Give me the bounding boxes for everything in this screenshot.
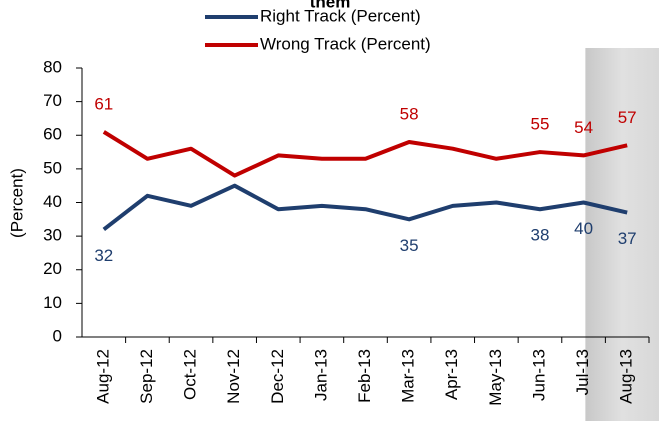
data-label: 40 — [574, 219, 593, 238]
data-label: 55 — [531, 115, 550, 134]
series-line — [102, 183, 628, 231]
highlight-band — [585, 48, 659, 421]
chart-title: them — [310, 0, 351, 11]
data-label: 58 — [400, 104, 419, 123]
x-tick-label: Jan-13 — [311, 349, 330, 401]
data-label: 57 — [618, 108, 637, 127]
x-tick-label: May-13 — [486, 349, 505, 406]
x-tick-label: Aug-13 — [617, 349, 636, 404]
data-label: 32 — [94, 246, 113, 265]
x-tick-label: Dec-12 — [268, 349, 287, 404]
data-label: 37 — [618, 229, 637, 248]
y-tick-label: 70 — [43, 91, 62, 110]
x-tick-label: Sep-12 — [137, 349, 156, 404]
x-tick-label: Jul-13 — [573, 349, 592, 395]
legend-label: Wrong Track (Percent) — [260, 34, 431, 53]
series-line — [102, 130, 628, 178]
x-tick-label: Jun-13 — [529, 349, 548, 401]
data-label: 61 — [94, 94, 113, 113]
x-tick-label: Mar-13 — [399, 349, 418, 403]
data-label: 35 — [400, 236, 419, 255]
y-tick-label: 80 — [43, 57, 62, 76]
x-tick-label: Aug-12 — [93, 349, 112, 404]
x-tick-label: Feb-13 — [355, 349, 374, 403]
y-tick-label: 10 — [43, 293, 62, 312]
x-tick-label: Apr-13 — [442, 349, 461, 400]
data-label: 54 — [574, 118, 593, 137]
y-tick-label: 0 — [53, 326, 62, 345]
data-label: 38 — [531, 226, 550, 245]
y-tick-label: 30 — [43, 226, 62, 245]
legend-label: Right Track (Percent) — [260, 6, 421, 25]
y-axis-label: (Percent) — [7, 168, 26, 238]
y-tick-label: 20 — [43, 259, 62, 278]
y-tick-label: 50 — [43, 158, 62, 177]
x-tick-label: Nov-12 — [224, 349, 243, 404]
x-tick-label: Oct-12 — [181, 349, 200, 400]
y-tick-label: 60 — [43, 125, 62, 144]
y-tick-label: 40 — [43, 192, 62, 211]
